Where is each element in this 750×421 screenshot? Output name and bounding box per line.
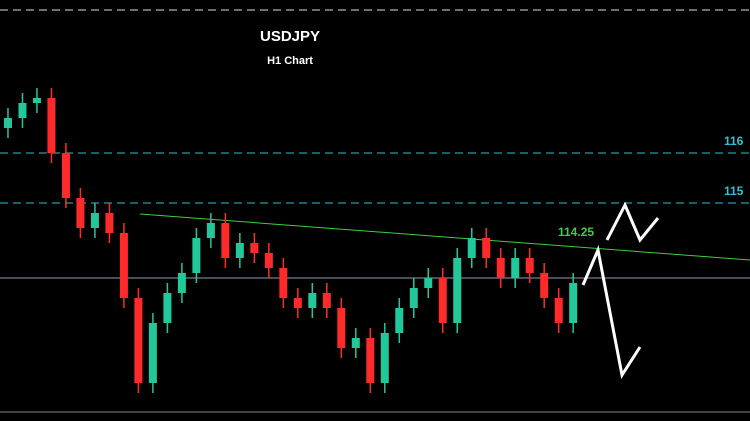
candle-body bbox=[366, 338, 375, 383]
candle-body bbox=[221, 223, 230, 258]
candle-body bbox=[177, 273, 186, 293]
candle-body bbox=[18, 103, 27, 118]
candle-body bbox=[235, 243, 244, 258]
candle-body bbox=[453, 258, 462, 323]
candle-body bbox=[76, 198, 85, 228]
candle-body bbox=[554, 298, 563, 323]
candle-body bbox=[322, 293, 331, 308]
candle-body bbox=[105, 213, 114, 233]
candle-body bbox=[467, 238, 476, 258]
candle-body bbox=[569, 283, 578, 323]
candle-body bbox=[279, 268, 288, 298]
projection-up bbox=[605, 201, 660, 243]
candle-body bbox=[264, 253, 273, 268]
candle-body bbox=[482, 238, 491, 258]
candle-body bbox=[192, 238, 201, 273]
candle-body bbox=[540, 273, 549, 298]
candle-body bbox=[206, 223, 215, 238]
candle-body bbox=[47, 98, 56, 153]
candle-body bbox=[351, 338, 360, 348]
candle-body bbox=[525, 258, 534, 273]
candle-body bbox=[496, 258, 505, 278]
candle-body bbox=[308, 293, 317, 308]
candle-body bbox=[119, 233, 128, 298]
candle-body bbox=[337, 308, 346, 348]
annotation: 114.25 bbox=[558, 225, 594, 239]
candle-body bbox=[380, 333, 389, 383]
candle-body bbox=[90, 213, 99, 228]
level-label: 116 bbox=[724, 134, 744, 148]
chart-subtitle: H1 Chart bbox=[267, 55, 313, 67]
candle-body bbox=[511, 258, 520, 278]
candle-body bbox=[61, 153, 70, 198]
candle-body bbox=[250, 243, 259, 253]
candle-body bbox=[148, 323, 157, 383]
candle-body bbox=[3, 118, 12, 128]
candle-body bbox=[424, 278, 433, 288]
level-label: 115 bbox=[724, 184, 744, 198]
trend-line bbox=[139, 213, 750, 261]
candle-body bbox=[32, 98, 41, 103]
candle-body bbox=[163, 293, 172, 323]
candle-body bbox=[438, 278, 447, 323]
candle-body bbox=[409, 288, 418, 308]
projection-down bbox=[581, 244, 642, 379]
candle-body bbox=[395, 308, 404, 333]
candle-body bbox=[134, 298, 143, 383]
chart-title: USDJPY bbox=[260, 28, 320, 45]
candle-body bbox=[293, 298, 302, 308]
